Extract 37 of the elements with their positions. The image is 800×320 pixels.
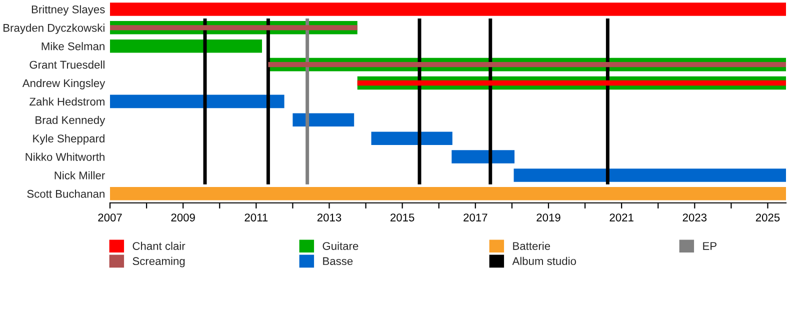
bar <box>110 94 284 108</box>
bar <box>110 39 262 53</box>
legend-label: Screaming <box>132 256 185 268</box>
y-tick-label: Nick Miller <box>54 171 105 180</box>
legend-label: EP <box>703 242 716 250</box>
legend-label: Album studio <box>512 256 576 266</box>
x-tick-label: 2023 <box>682 214 707 222</box>
bar <box>514 168 786 182</box>
bar <box>452 150 515 164</box>
y-tick-label: Brayden Dyczkowski <box>4 24 104 34</box>
bar <box>110 187 786 200</box>
legend-label: Basse <box>323 257 353 266</box>
y-tick-label: Grant Truesdell <box>30 60 104 69</box>
x-tick-label: 2021 <box>610 214 634 222</box>
x-tick-label: 2025 <box>756 214 780 222</box>
bar <box>371 132 452 145</box>
y-tick-label: Brad Kennedy <box>36 116 106 126</box>
y-tick-label: Andrew Kingsley <box>22 78 106 90</box>
x-tick-label: 2013 <box>317 214 342 222</box>
x-tick-label: 2017 <box>464 214 488 222</box>
x-tick-label: 2015 <box>390 214 414 222</box>
x-tick-label: 2007 <box>98 214 122 222</box>
legend-label: Batterie <box>513 242 550 250</box>
x-tick-label: 2011 <box>244 214 268 222</box>
legend-label: Chant clair <box>132 242 186 250</box>
y-tick-label: Mike Selman <box>42 42 104 50</box>
y-tick-label: Zahk Hedstrom <box>30 97 104 106</box>
y-tick-label: Nikko Whitworth <box>26 152 104 161</box>
bar <box>110 25 358 30</box>
bar <box>292 113 354 127</box>
legend-label: Guitare <box>322 242 358 250</box>
x-tick-label: 2009 <box>171 214 195 222</box>
y-tick-label: Scott Buchanan <box>27 190 104 198</box>
bar <box>268 62 786 68</box>
x-tick-label: 2019 <box>536 214 560 222</box>
y-tick-label: Brittney Slayes <box>32 5 105 16</box>
y-tick-label: Kyle Sheppard <box>33 134 104 145</box>
